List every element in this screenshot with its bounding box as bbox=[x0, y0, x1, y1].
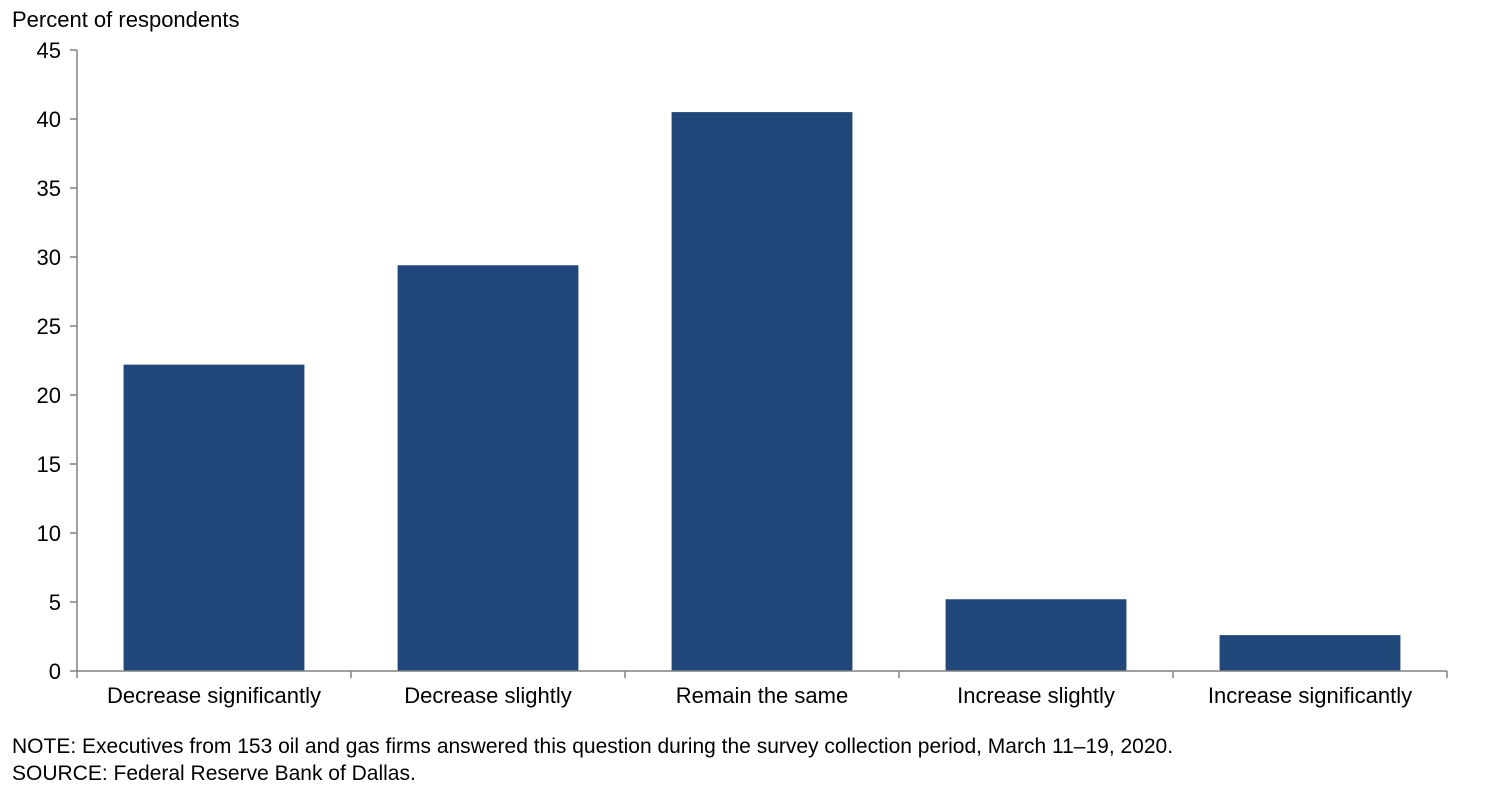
y-tick-label: 10 bbox=[37, 521, 61, 546]
bars bbox=[123, 112, 1401, 672]
bar bbox=[945, 599, 1127, 671]
chart-source: SOURCE: Federal Reserve Bank of Dallas. bbox=[12, 762, 416, 785]
bar bbox=[1219, 635, 1401, 671]
category-label: Increase slightly bbox=[957, 683, 1115, 708]
category-label: Increase significantly bbox=[1208, 683, 1412, 708]
category-label: Decrease slightly bbox=[404, 683, 572, 708]
axes bbox=[76, 50, 1447, 672]
y-axis-ticks: 0 5 10 15 20 25 30 35 40 45 bbox=[37, 38, 77, 684]
y-tick-label: 20 bbox=[37, 383, 61, 408]
bar bbox=[397, 265, 579, 671]
category-label: Decrease significantly bbox=[107, 683, 321, 708]
y-tick-label: 5 bbox=[49, 590, 61, 615]
y-tick-label: 35 bbox=[37, 176, 61, 201]
y-tick-label: 0 bbox=[49, 659, 61, 684]
bar bbox=[671, 112, 853, 672]
bar bbox=[123, 364, 305, 671]
y-tick-label: 15 bbox=[37, 452, 61, 477]
y-tick-label: 30 bbox=[37, 245, 61, 270]
y-axis-label: Percent of respondents bbox=[12, 7, 239, 32]
category-labels: Decrease significantly Decrease slightly R… bbox=[76, 671, 1448, 708]
category-label: Remain the same bbox=[676, 683, 848, 708]
y-tick-label: 40 bbox=[37, 107, 61, 132]
y-tick-label: 25 bbox=[37, 314, 61, 339]
chart-note: NOTE: Executives from 153 oil and gas fi… bbox=[12, 735, 1174, 758]
y-tick-label: 45 bbox=[37, 38, 61, 63]
